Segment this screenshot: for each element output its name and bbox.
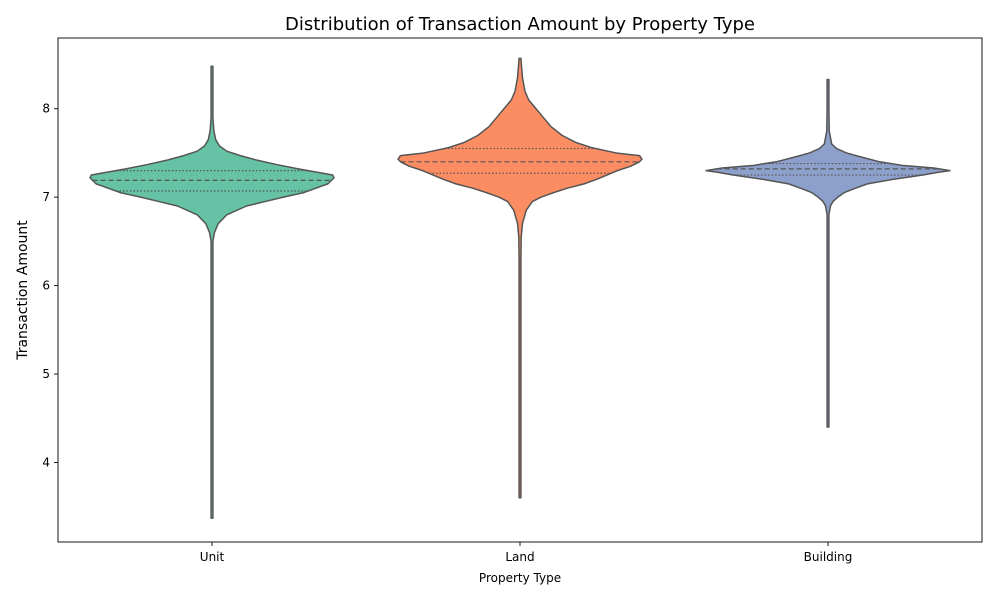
y-tick-label: 4 bbox=[42, 455, 50, 469]
y-tick-label: 5 bbox=[42, 367, 50, 381]
violin-body-building bbox=[705, 78, 951, 428]
y-axis: 4 5 6 7 8 bbox=[42, 102, 58, 469]
x-tick-label-building: Building bbox=[804, 550, 853, 564]
chart-title: Distribution of Transaction Amount by Pr… bbox=[285, 14, 755, 35]
x-axis: Unit Land Building bbox=[200, 542, 853, 564]
violin-building bbox=[705, 78, 951, 428]
y-tick-label: 8 bbox=[42, 102, 50, 116]
violin-unit bbox=[89, 65, 335, 519]
violin-body-unit bbox=[89, 65, 335, 519]
violin-land bbox=[397, 57, 643, 499]
x-tick-label-land: Land bbox=[505, 550, 534, 564]
y-tick-label: 6 bbox=[42, 279, 50, 293]
y-axis-label: Transaction Amount bbox=[15, 220, 31, 361]
x-tick-label-unit: Unit bbox=[200, 550, 225, 564]
violin-body-land bbox=[397, 57, 643, 499]
x-axis-label: Property Type bbox=[479, 571, 561, 585]
y-tick-label: 7 bbox=[42, 190, 50, 204]
violins-group bbox=[89, 57, 951, 519]
